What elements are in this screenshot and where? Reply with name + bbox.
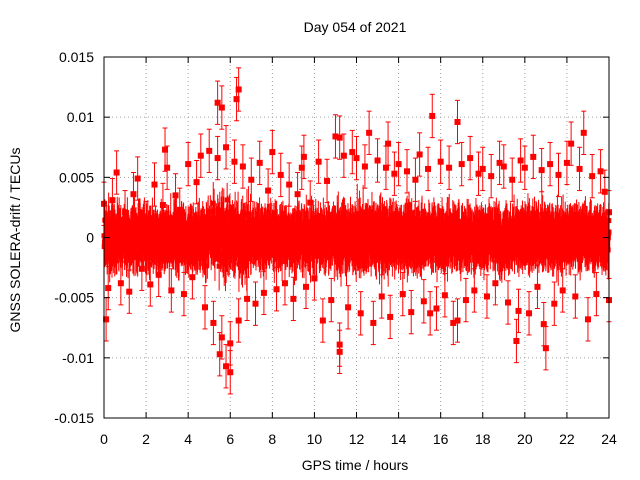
data-point [244,295,251,302]
data-point [314,246,320,252]
data-point [281,280,288,287]
data-point [206,147,213,154]
data-point [326,255,332,261]
data-point [126,288,133,295]
data-point [105,285,112,292]
data-point [159,202,166,209]
data-point [256,159,263,166]
data-series [101,67,612,395]
data-point [168,287,175,294]
data-point [166,257,172,263]
data-point [224,197,230,203]
data-point [210,200,216,206]
data-point [265,187,272,194]
chart-title: Day 054 of 2021 [304,19,407,35]
data-point [193,179,200,186]
data-point [239,163,246,170]
data-point [212,256,218,262]
data-point [147,281,154,288]
data-point [214,155,221,162]
data-point [218,334,225,341]
data-point [172,192,179,199]
data-point [151,181,158,188]
data-point [231,158,238,165]
data-point [260,289,267,296]
data-point [210,319,217,326]
data-point [203,263,209,269]
data-point [216,263,222,269]
data-point [554,214,560,220]
data-point [122,209,129,216]
data-point [252,300,259,307]
data-point [189,274,196,281]
data-point [273,286,280,293]
data-point [468,247,474,253]
data-point [244,263,250,269]
data-point [185,161,192,168]
data-point [155,271,162,278]
data-point [381,248,387,254]
data-point [109,197,116,204]
data-point [539,211,545,217]
data-point [384,219,390,225]
data-point [357,217,363,223]
data-point [235,317,242,324]
data-point [130,191,137,198]
data-point [134,175,141,182]
data-point [531,251,537,257]
data-point [331,251,337,257]
data-point [207,209,213,215]
data-point [143,220,150,227]
data-point [180,291,187,298]
data-point [113,169,120,176]
data-point [138,265,145,272]
data-point [248,176,255,183]
data-point [210,241,216,247]
data-point [197,152,204,159]
data-point [277,171,284,178]
data-point [223,144,230,151]
data-point [240,210,246,216]
data-point [360,209,366,215]
data-point [269,149,276,156]
data-point [558,252,564,258]
data-layer [101,67,612,395]
data-point [176,206,183,213]
data-point [202,304,208,311]
data-point [573,247,579,253]
data-point [227,340,234,347]
dense-data-cloud [101,182,612,292]
data-point [164,164,171,171]
data-point [225,246,231,252]
data-point [140,249,146,255]
data-point [117,280,124,287]
